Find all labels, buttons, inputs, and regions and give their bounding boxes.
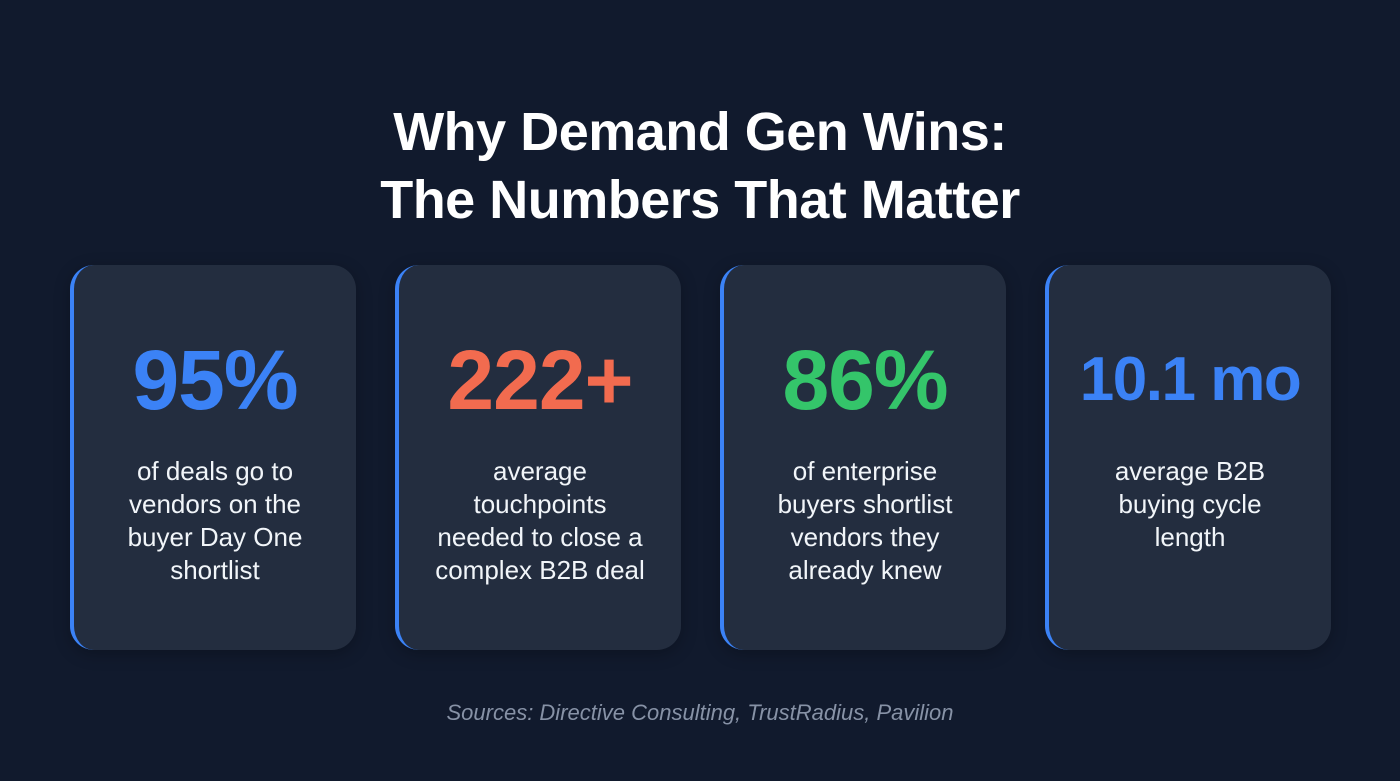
desc-line: average B2B (1114, 456, 1266, 486)
desc-line: of deals go to (136, 456, 294, 486)
stat-description: average touchpoints needed to close a co… (419, 455, 661, 587)
stat-card-enterprise-buyers: 86% of enterprise buyers shortlist vendo… (720, 265, 1006, 650)
desc-line: touchpoints (473, 489, 607, 519)
desc-line: complex B2B deal (435, 555, 645, 585)
stat-card-buying-cycle: 10.1 mo average B2B buying cycle length (1045, 265, 1331, 650)
title-line-1: Why Demand Gen Wins: (393, 102, 1007, 163)
desc-line: buying cycle (1118, 489, 1262, 519)
desc-line: shortlist (170, 555, 260, 585)
sources-caption: Sources: Directive Consulting, TrustRadi… (446, 700, 954, 725)
desc-line: needed to close a (437, 522, 643, 552)
page-title: Why Demand Gen Wins: The Numbers That Ma… (0, 98, 1400, 234)
stat-value: 86% (782, 333, 948, 427)
desc-line: vendors they (790, 522, 940, 552)
stat-card-touchpoints: 222+ average touchpoints needed to close… (395, 265, 681, 650)
desc-line: average (493, 456, 587, 486)
desc-line: vendors on the (128, 489, 301, 519)
stat-value: 222+ (447, 333, 633, 427)
desc-line: buyers shortlist (777, 489, 953, 519)
desc-line: already knew (788, 555, 942, 585)
stat-description: average B2B buying cycle length (1069, 455, 1311, 554)
stat-cards: 95% of deals go to vendors on the buyer … (70, 265, 1332, 650)
desc-line: buyer Day One (127, 522, 303, 552)
desc-line: of enterprise (792, 456, 938, 486)
desc-line: length (1154, 522, 1226, 552)
stat-card-deals-shortlist: 95% of deals go to vendors on the buyer … (70, 265, 356, 650)
title-line-2: The Numbers That Matter (380, 170, 1020, 231)
stat-value: 95% (132, 333, 298, 427)
stat-value: 10.1 mo (1079, 345, 1302, 414)
stat-description: of enterprise buyers shortlist vendors t… (744, 455, 986, 587)
stat-description: of deals go to vendors on the buyer Day … (94, 455, 336, 587)
